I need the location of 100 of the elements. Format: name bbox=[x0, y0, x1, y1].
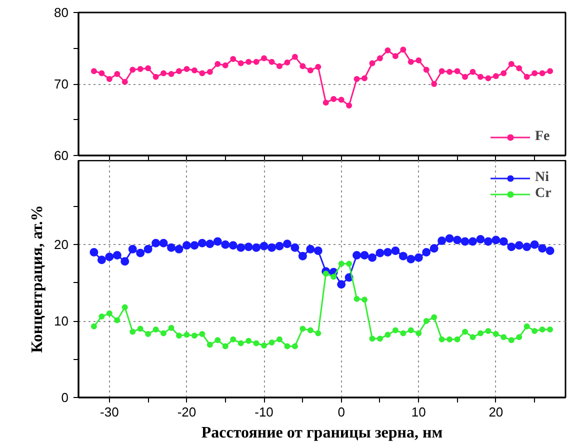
point bbox=[184, 66, 190, 72]
point bbox=[145, 65, 152, 72]
point bbox=[454, 68, 460, 74]
legend-label: Ni bbox=[535, 170, 550, 186]
y-axis-title: Концентрация, ат.% bbox=[29, 205, 46, 353]
point bbox=[174, 244, 184, 254]
point bbox=[292, 54, 298, 60]
point bbox=[322, 270, 329, 277]
point bbox=[431, 314, 438, 320]
point bbox=[416, 57, 422, 64]
point bbox=[470, 334, 476, 340]
point bbox=[539, 326, 546, 332]
point bbox=[484, 237, 492, 246]
point bbox=[532, 328, 538, 334]
point bbox=[276, 63, 282, 70]
point bbox=[214, 60, 221, 67]
point bbox=[268, 243, 276, 252]
point bbox=[446, 336, 453, 342]
point bbox=[384, 47, 391, 54]
point bbox=[538, 244, 547, 253]
point bbox=[430, 244, 438, 253]
point bbox=[199, 70, 206, 76]
x-tick-label: 0 bbox=[338, 404, 345, 420]
point bbox=[453, 236, 462, 244]
y-tick-label: 80 bbox=[54, 5, 69, 20]
x-tick-label: -20 bbox=[177, 404, 196, 420]
point bbox=[122, 78, 128, 85]
point bbox=[176, 332, 182, 339]
point bbox=[106, 76, 112, 82]
point bbox=[476, 235, 485, 244]
point bbox=[492, 331, 499, 338]
point bbox=[470, 68, 476, 75]
point bbox=[114, 70, 120, 77]
point bbox=[136, 248, 145, 258]
point bbox=[368, 253, 376, 262]
point bbox=[462, 328, 468, 335]
point bbox=[522, 242, 532, 252]
point bbox=[137, 326, 144, 332]
y-tick-label: 60 bbox=[54, 148, 69, 163]
point bbox=[514, 241, 524, 250]
point bbox=[246, 58, 252, 65]
point bbox=[199, 331, 206, 338]
point bbox=[376, 248, 384, 258]
point bbox=[253, 58, 260, 65]
point bbox=[354, 76, 360, 82]
point bbox=[462, 74, 468, 80]
point bbox=[431, 81, 438, 87]
point bbox=[268, 58, 275, 65]
point bbox=[338, 260, 344, 267]
point bbox=[184, 332, 190, 338]
point bbox=[114, 317, 120, 324]
point bbox=[508, 337, 514, 344]
point bbox=[144, 244, 152, 254]
point bbox=[507, 242, 516, 252]
point bbox=[438, 68, 445, 74]
point bbox=[261, 55, 268, 62]
point bbox=[530, 240, 539, 249]
point bbox=[122, 304, 128, 310]
point bbox=[307, 67, 314, 74]
point bbox=[422, 248, 431, 256]
point bbox=[322, 100, 329, 106]
point bbox=[454, 336, 460, 342]
point bbox=[346, 260, 352, 267]
point bbox=[90, 248, 98, 256]
point bbox=[238, 60, 244, 66]
point bbox=[206, 240, 214, 248]
point bbox=[191, 332, 198, 339]
point bbox=[315, 64, 322, 70]
point bbox=[176, 68, 182, 74]
point bbox=[90, 68, 97, 74]
point bbox=[298, 252, 307, 260]
y-tick-label: 10 bbox=[54, 314, 69, 329]
point bbox=[97, 256, 106, 264]
point bbox=[400, 330, 406, 336]
point bbox=[546, 246, 554, 255]
point bbox=[516, 334, 522, 340]
point bbox=[206, 342, 213, 348]
point bbox=[300, 63, 306, 70]
point bbox=[532, 70, 538, 76]
point bbox=[423, 66, 430, 73]
point bbox=[106, 310, 112, 316]
point bbox=[230, 336, 236, 342]
point bbox=[300, 326, 306, 332]
point bbox=[392, 53, 398, 60]
point bbox=[159, 238, 168, 248]
point bbox=[167, 243, 176, 252]
point bbox=[360, 251, 369, 260]
point bbox=[423, 318, 430, 324]
point bbox=[276, 336, 282, 342]
point bbox=[369, 60, 376, 66]
y-tick-label: 70 bbox=[54, 76, 69, 92]
point bbox=[182, 241, 191, 250]
point bbox=[352, 251, 362, 260]
point bbox=[446, 68, 453, 75]
point bbox=[499, 237, 508, 246]
y-tick-label: 20 bbox=[54, 237, 69, 252]
point bbox=[306, 244, 315, 254]
point bbox=[214, 337, 221, 344]
point bbox=[252, 243, 261, 252]
point bbox=[246, 338, 252, 344]
